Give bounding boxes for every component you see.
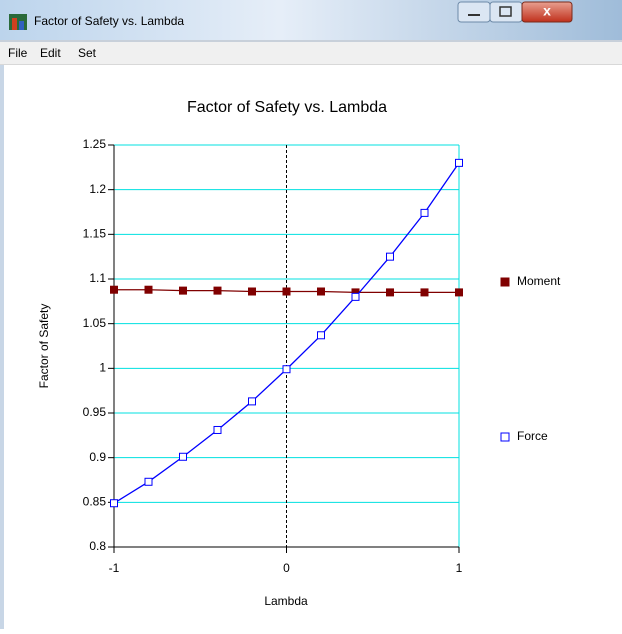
x-tick-label: 0 — [283, 561, 290, 575]
data-point — [317, 331, 325, 340]
legend-label: Moment — [517, 274, 561, 288]
frame-left — [0, 65, 4, 629]
y-tick-label: 0.9 — [89, 450, 106, 464]
data-point — [282, 365, 291, 374]
maximize-glyph — [499, 6, 512, 17]
close-glyph: x — [543, 3, 551, 19]
y-tick-label: 0.85 — [83, 495, 107, 509]
data-point — [455, 158, 463, 167]
data-point — [213, 286, 222, 295]
data-point — [386, 288, 394, 297]
data-point — [213, 425, 222, 434]
x-tick-label: -1 — [109, 561, 120, 575]
menu-item[interactable]: Edit — [40, 46, 61, 60]
legend-swatch — [500, 277, 510, 287]
data-point — [110, 285, 118, 294]
data-point — [248, 287, 256, 296]
maximize-button[interactable] — [489, 1, 523, 23]
data-point — [110, 499, 118, 508]
y-tick-label: 1.2 — [89, 182, 106, 196]
menu-item[interactable]: Set — [78, 46, 97, 60]
legend-swatch — [500, 432, 510, 442]
data-point — [144, 285, 153, 294]
data-point — [248, 397, 256, 406]
legend-label: Force — [517, 429, 548, 443]
data-point — [386, 252, 394, 261]
minimize-button[interactable] — [457, 1, 491, 23]
chart-title: Factor of Safety vs. Lambda — [187, 99, 387, 116]
data-point — [317, 287, 325, 296]
close-button[interactable] — [521, 1, 573, 23]
data-point — [282, 287, 291, 296]
y-axis-label: Factor of Safety — [37, 304, 51, 389]
y-tick-label: 0.95 — [83, 405, 107, 419]
data-point — [420, 208, 429, 217]
frame-edge — [0, 40, 622, 42]
y-tick-label: 1.25 — [83, 137, 107, 151]
data-point — [179, 452, 187, 461]
x-tick-label: 1 — [456, 561, 463, 575]
menu-border — [0, 64, 622, 65]
data-point — [179, 286, 187, 295]
data-point — [144, 477, 153, 486]
menu-item[interactable]: File — [8, 46, 28, 60]
data-point — [420, 288, 429, 297]
y-tick-label: 0.8 — [89, 539, 106, 553]
data-point — [455, 288, 463, 297]
app-icon — [9, 14, 27, 30]
window-title: Factor of Safety vs. Lambda — [34, 14, 184, 28]
menu-bar — [0, 42, 622, 64]
x-axis-label: Lambda — [264, 594, 308, 608]
data-point — [351, 292, 360, 301]
y-tick-label: 1.15 — [83, 227, 107, 241]
y-tick-label: 1 — [99, 361, 106, 375]
y-tick-label: 1.1 — [89, 271, 106, 285]
y-tick-label: 1.05 — [83, 316, 107, 330]
